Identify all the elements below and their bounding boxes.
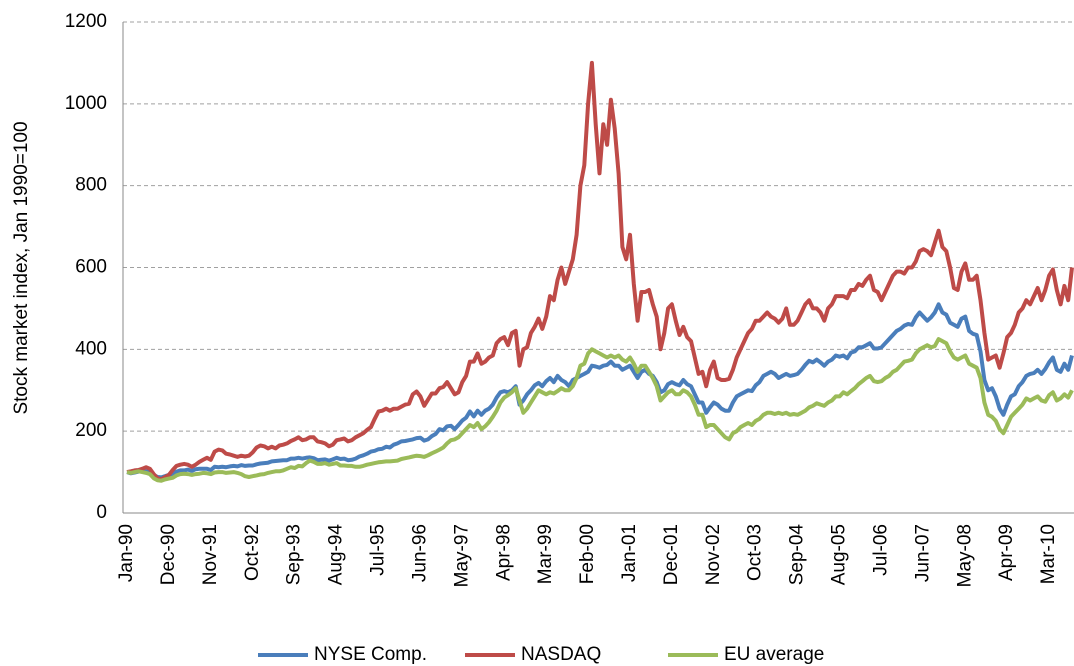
y-tick-label: 1000 — [65, 93, 107, 114]
y-tick-label: 1200 — [65, 11, 107, 32]
x-tick-label: Aug-05 — [829, 524, 850, 585]
x-tick-label: Jul-95 — [368, 524, 389, 576]
x-tick-label: Jun-96 — [409, 524, 430, 582]
x-tick-label: Nov-02 — [703, 524, 724, 585]
x-tick-label: Apr-09 — [996, 524, 1017, 581]
x-tick-label: Sep-04 — [787, 524, 808, 586]
data-line — [126, 337, 1074, 483]
y-tick-label: 200 — [75, 420, 107, 441]
x-tick-label: May-97 — [451, 524, 472, 587]
x-tick-label: Nov-91 — [200, 524, 221, 585]
y-tick-label: 0 — [96, 502, 107, 523]
data-line — [126, 60, 1074, 482]
x-tick-label: Jan-01 — [619, 524, 640, 582]
legend-label: NYSE Comp. — [314, 644, 427, 665]
x-tick-label: Sep-93 — [284, 524, 305, 585]
legend-label: EU average — [724, 644, 824, 665]
x-tick-label: Oct-03 — [745, 524, 766, 581]
y-tick-label: 600 — [75, 257, 107, 278]
legend-label: NASDAQ — [521, 644, 601, 665]
x-tick-label: Jan-90 — [116, 524, 137, 582]
x-tick-label: Jul-06 — [870, 524, 891, 576]
x-tick-label: Mar-10 — [1038, 524, 1059, 584]
y-axis-title: Stock market index, Jan 1990=100 — [11, 121, 32, 414]
x-tick-label: Mar-99 — [535, 524, 556, 584]
x-tick-label: Dec-90 — [158, 524, 179, 585]
x-tick-label: Aug-94 — [326, 524, 347, 586]
y-tick-label: 800 — [75, 175, 107, 196]
x-tick-label: Feb-00 — [577, 524, 598, 584]
data-line — [126, 302, 1074, 480]
x-tick-label: Apr-98 — [493, 524, 514, 581]
x-tick-label: May-08 — [954, 524, 975, 587]
x-tick-label: Oct-92 — [242, 524, 263, 581]
x-tick-label: Jun-07 — [912, 524, 933, 582]
x-tick-label: Dec-01 — [661, 524, 682, 585]
y-tick-label: 400 — [75, 338, 107, 359]
